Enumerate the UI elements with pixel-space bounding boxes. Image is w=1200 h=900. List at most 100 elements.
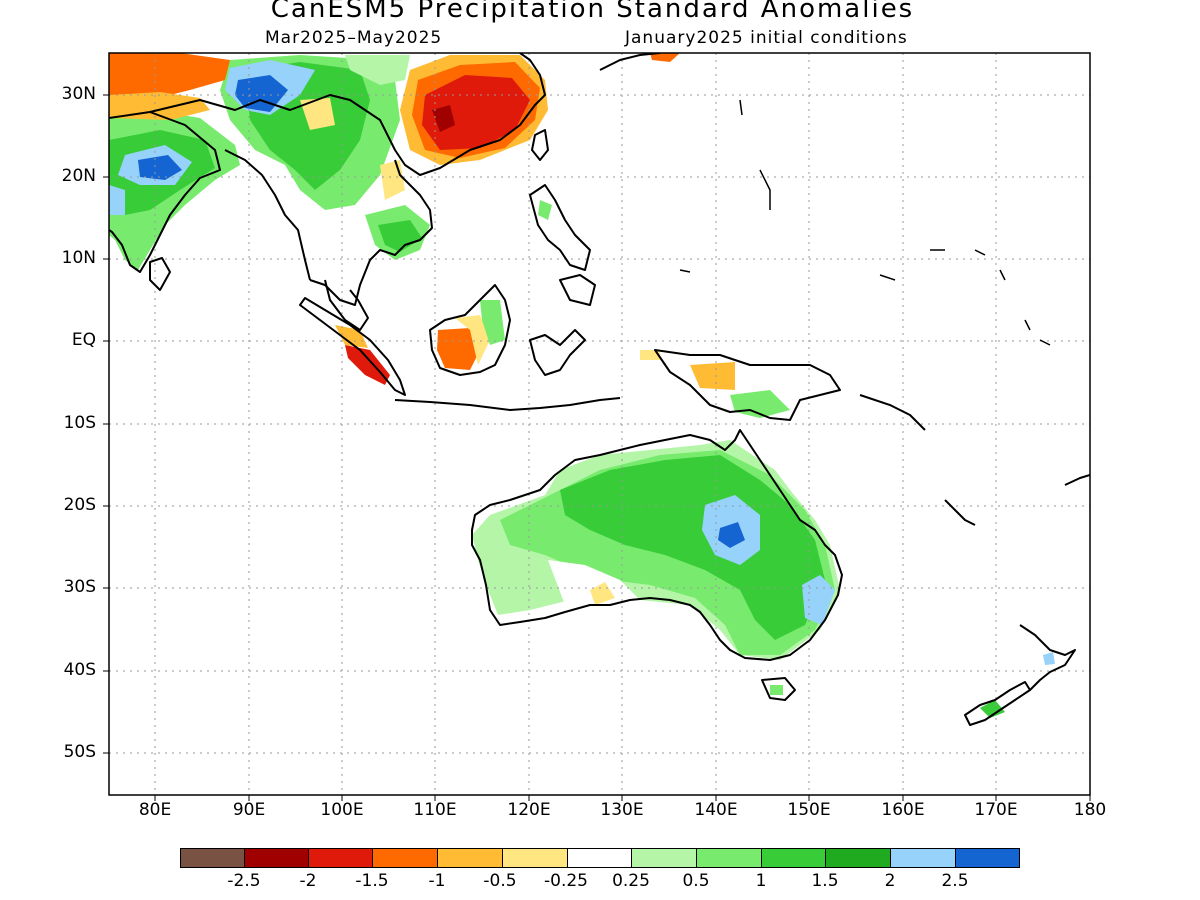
colorbar-swatch-8 [631, 848, 697, 868]
coast-japan [599, 53, 661, 71]
coast-newzealand-north [1019, 624, 1076, 691]
colorbar-swatch-3 [308, 848, 373, 868]
coast-taiwan [531, 129, 549, 161]
anomaly-blue-tibet [235, 75, 288, 112]
colorbar-label: -2.5 [227, 871, 261, 891]
anomaly-blue-india [138, 155, 182, 180]
colorbar-swatch-12 [890, 848, 956, 868]
colorbar-label: -0.25 [544, 871, 588, 891]
anomaly-green-philippines [538, 200, 552, 220]
lon-label-180: 180 [1073, 800, 1107, 820]
colorbar-label: 1.5 [811, 871, 839, 891]
anomaly-green-east [345, 55, 410, 85]
lon-label-110e: 110E [413, 800, 457, 820]
axis-ticks [103, 94, 1091, 801]
anomaly-lightblue-bengal [109, 185, 125, 215]
coast-tasmania [761, 677, 796, 701]
lat-label-10n: 10N [61, 248, 96, 268]
anomaly-yellow-newguinea [690, 362, 735, 390]
lon-label-130e: 130E [600, 800, 644, 820]
anomaly-yellow-mid [300, 98, 335, 130]
coast-newguinea [654, 349, 841, 421]
anomaly-lightblue-newzealand [1043, 652, 1055, 665]
coast-malaysia [324, 279, 369, 331]
anomaly-blue-australia [718, 522, 745, 548]
anomaly-yellow-borneo [455, 315, 490, 365]
colorbar-label: -0.5 [483, 871, 517, 891]
colorbar-swatch-7 [567, 848, 632, 868]
coast-bangladesh [224, 149, 311, 281]
colorbar-label: 0.5 [682, 871, 710, 891]
subtitle-period: Mar2025–May2025 [265, 28, 443, 48]
subtitle-initial-conditions: January2025 initial conditions [625, 28, 908, 48]
colorbar-swatch-13 [955, 848, 1020, 868]
lon-label-160e: 160E [881, 800, 925, 820]
anomaly-yellow-indochina [380, 160, 405, 200]
lon-label-100e: 100E [320, 800, 364, 820]
colorbar-label: 0.25 [612, 871, 650, 891]
colorbar-swatch-5 [437, 848, 503, 868]
coast-vanuatu [944, 499, 976, 526]
coast-sumatra [299, 297, 406, 396]
anomaly-orange-japan [650, 53, 680, 62]
lat-label-30n: 30N [61, 84, 96, 104]
colorbar-swatch-11 [825, 848, 891, 868]
anomaly-darkgreen-australia [560, 455, 825, 640]
colorbar-label: 2.5 [941, 871, 969, 891]
anomaly-darkred-china [432, 105, 455, 132]
lon-label-140e: 140E [694, 800, 738, 820]
colorbar-swatch-6 [502, 848, 568, 868]
anomaly-yellow-sulawesi [640, 350, 660, 360]
coast-newzealand-south [964, 681, 1031, 726]
colorbar-label: -2 [299, 871, 317, 891]
lat-label-50s: 50S [63, 742, 96, 762]
lat-label-20s: 20S [63, 495, 96, 515]
coast-fiji [1064, 474, 1090, 486]
coast-india [109, 111, 221, 273]
lon-label-80e: 80E [138, 800, 172, 820]
lat-label-40s: 40S [63, 660, 96, 680]
anomaly-red-sumatra [345, 345, 390, 385]
lon-label-170e: 170E [974, 800, 1018, 820]
lat-label-10s: 10S [63, 413, 96, 433]
anomaly-yellow-s-australia [590, 582, 615, 605]
coast-australia [471, 429, 843, 661]
anomaly-red-china [422, 75, 530, 150]
colorbar-label: -1.5 [355, 871, 389, 891]
lat-label-20n: 20N [61, 166, 96, 186]
anomaly-green-borneo [480, 300, 505, 345]
coast-borneo [429, 284, 511, 376]
colorbar-label: -1 [428, 871, 446, 891]
lat-label-30s: 30S [63, 577, 96, 597]
graticule [109, 53, 1090, 795]
coast-philippines [529, 184, 591, 271]
coastlines [109, 53, 1090, 726]
anomaly-green-newzealand [980, 700, 1005, 718]
lon-label-120e: 120E [507, 800, 551, 820]
lat-label-eq: EQ [71, 330, 96, 350]
anomaly-yellow-west [109, 92, 210, 120]
anomaly-white-sw-australia [548, 560, 640, 605]
map-title: CanESM5 Precipitation Standard Anomalies [270, 0, 915, 24]
anomaly-green-tasmania [770, 685, 783, 695]
lon-label-90e: 90E [232, 800, 266, 820]
lon-label-150e: 150E [787, 800, 831, 820]
colorbar-label: 1 [755, 871, 767, 891]
coast-solomons [859, 394, 926, 431]
colorbar-swatch-10 [761, 848, 826, 868]
anomaly-orange-borneo [437, 328, 480, 370]
colorbar-swatch-1 [180, 848, 245, 868]
colorbar-swatch-9 [696, 848, 762, 868]
coast-sulawesi [529, 329, 586, 376]
colorbar-label: 2 [884, 871, 896, 891]
coast-mindanao [559, 274, 596, 306]
coast-srilanka [149, 257, 171, 291]
colorbar-swatch-2 [244, 848, 309, 868]
colorbar-swatch-4 [372, 848, 438, 868]
map-content [109, 53, 1090, 795]
coast-himalaya [149, 53, 546, 176]
coast-java [394, 397, 621, 411]
coast-indochina [309, 159, 433, 306]
anomaly-orange-west [109, 53, 230, 100]
